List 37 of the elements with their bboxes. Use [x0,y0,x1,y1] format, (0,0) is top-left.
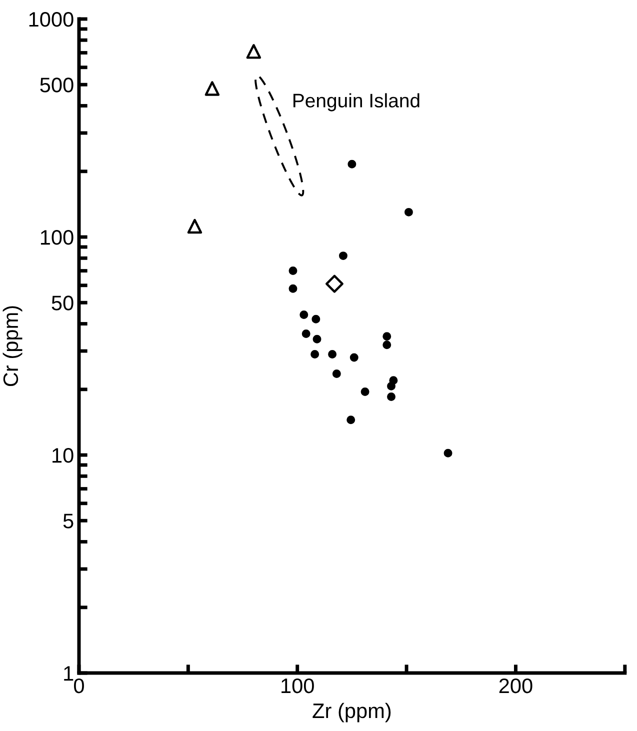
annotation: Penguin Island [293,93,420,112]
point [312,314,320,324]
y-tick-label: 1000 [29,12,74,27]
point [382,332,392,341]
point [246,44,262,59]
point [350,353,358,362]
y-tick-label: 500 [40,78,74,92]
x-axis-title: Zr (ppm) [312,702,391,722]
point [348,160,356,168]
point [387,382,396,390]
point [444,448,452,458]
point [387,392,396,402]
y-tick-label: 1 [64,666,74,681]
y-axis-title: Cr (ppm) [2,306,22,386]
y-tick-label: 50 [52,296,74,310]
point [302,330,310,338]
point [187,218,202,234]
point [204,81,220,96]
y-tick-label: 100 [40,230,74,245]
point [404,208,413,216]
x-tick-label: 0 [74,678,84,694]
y-tick-label: 5 [63,514,74,528]
point [288,284,298,293]
y-tick-label: 10 [52,448,74,463]
point [310,350,320,358]
point [360,388,370,396]
point [300,310,308,319]
x-tick-label: 100 [282,678,314,694]
point [288,266,298,276]
point [338,252,348,260]
point [312,334,322,344]
point [382,340,392,350]
point [346,416,356,424]
x-tick-label: 200 [499,678,532,694]
point [328,350,337,358]
point [326,274,344,293]
point [332,369,341,378]
